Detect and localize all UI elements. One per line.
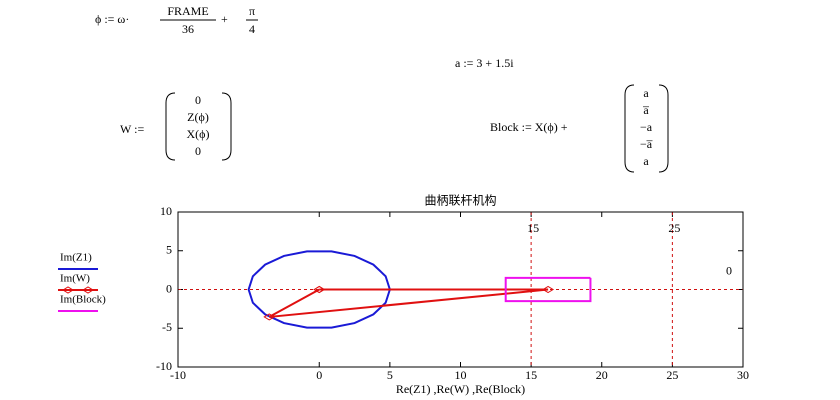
- chart-title: 曲柄联杆机构: [424, 193, 496, 208]
- matrix-item: −a̅: [640, 137, 653, 151]
- formula: a := 3 + 1.5i: [455, 56, 514, 70]
- matrix-item: Z(ϕ): [187, 110, 209, 124]
- bracket: [658, 84, 669, 173]
- point: [313, 285, 326, 294]
- x-tick-label: 10: [455, 368, 467, 382]
- bracket: [221, 92, 232, 161]
- y-tick-label: -10: [156, 359, 172, 373]
- series-line: [247, 250, 391, 329]
- formula: Block := X(ϕ) +: [490, 120, 568, 134]
- bracket: [165, 92, 176, 161]
- x-tick-label: 30: [737, 368, 749, 382]
- formula: +: [221, 12, 228, 26]
- formula: FRAME: [167, 4, 208, 18]
- y-tick-label: 5: [166, 243, 172, 257]
- x-tick-label: 0: [316, 368, 322, 382]
- legend-label: Im(W): [60, 273, 90, 285]
- marker-label: 0: [726, 263, 732, 277]
- y-tick-label: -5: [162, 320, 172, 334]
- marker-label: 15: [527, 221, 539, 235]
- point: [542, 285, 555, 294]
- formula: W :=: [120, 122, 144, 136]
- x-tick-label: 15: [525, 368, 537, 382]
- legend-swatch: [62, 286, 74, 294]
- legend-label: Im(Z1): [60, 252, 92, 264]
- matrix-item: a̅: [642, 103, 650, 117]
- matrix-item: X(ϕ): [187, 127, 210, 141]
- matrix-item: −a: [640, 120, 653, 134]
- legend-label: Im(Block): [60, 294, 106, 306]
- x-tick-label: 25: [666, 368, 678, 382]
- point: [263, 313, 276, 321]
- y-tick-label: 0: [166, 281, 172, 295]
- x-tick-label: -10: [170, 368, 186, 382]
- matrix-item: 0: [195, 144, 201, 158]
- marker-label: 25: [668, 221, 680, 235]
- formula: 36: [182, 22, 194, 36]
- x-axis-label: Re(Z1) ,Re(W) ,Re(Block): [396, 382, 525, 396]
- series-line: [504, 276, 592, 303]
- plot-frame: [177, 211, 744, 368]
- matrix-item: 0: [195, 93, 201, 107]
- series-line: [268, 288, 549, 318]
- formula: π: [249, 4, 255, 18]
- formula: ϕ := ω·: [95, 12, 129, 26]
- legend-swatch: [82, 286, 94, 294]
- bracket: [624, 84, 635, 173]
- y-tick-label: 10: [160, 204, 172, 218]
- x-tick-label: 20: [596, 368, 608, 382]
- matrix-item: a: [643, 86, 649, 100]
- formula: 4: [249, 22, 255, 36]
- x-tick-label: 5: [387, 368, 393, 382]
- matrix-item: a: [643, 154, 649, 168]
